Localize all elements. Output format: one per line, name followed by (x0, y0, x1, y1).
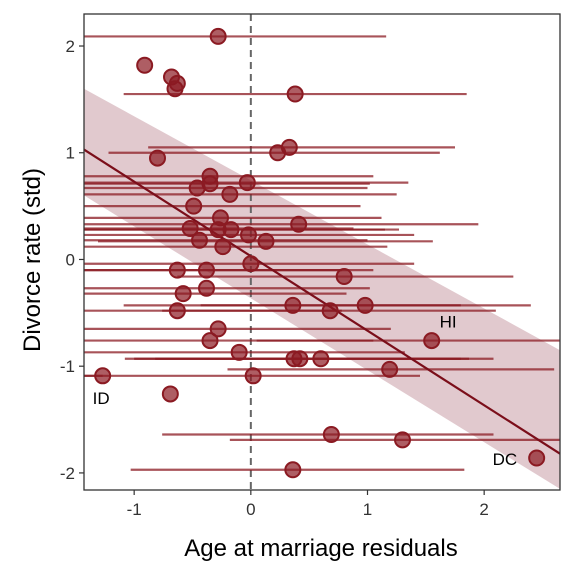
data-point-27 (335, 268, 353, 286)
data-point-25 (168, 261, 186, 279)
panel (84, 14, 560, 490)
data-point-23 (214, 238, 232, 256)
data-point-43 (94, 367, 112, 385)
panel-border (83, 13, 561, 491)
data-point-20 (240, 226, 257, 244)
data-point-0 (209, 27, 227, 45)
point-label-id: ID (93, 389, 110, 408)
data-point-42 (244, 367, 262, 385)
data-point-7 (269, 144, 287, 162)
data-point-12 (188, 179, 206, 197)
y-axis-title: Divorce rate (std) (19, 168, 46, 352)
data-point-13 (221, 185, 239, 203)
data-point-45 (322, 426, 340, 444)
data-point-26 (198, 261, 215, 279)
data-point-40 (312, 350, 330, 368)
data-point-28 (198, 279, 215, 297)
data-point-21 (191, 231, 208, 249)
data-point-4 (166, 80, 184, 98)
x-tick-label-2: 1 (363, 500, 372, 519)
regression-line (84, 148, 560, 455)
data-point-32 (321, 302, 339, 320)
data-point-8 (149, 149, 166, 167)
y-tick-label-0: -2 (60, 464, 75, 483)
data-point-24 (242, 255, 260, 273)
data-point-29 (174, 285, 192, 303)
data-point-39 (291, 350, 309, 368)
data-point-41 (381, 360, 399, 378)
data-point-44 (161, 385, 179, 403)
data-point-36 (423, 332, 441, 350)
data-point-16 (290, 215, 308, 233)
data-point-33 (168, 302, 186, 320)
data-point-17 (181, 220, 199, 238)
data-point-31 (356, 296, 374, 314)
data-point-30 (284, 296, 302, 314)
y-tick-label-4: 2 (66, 37, 75, 56)
data-point-47 (528, 449, 546, 467)
data-point-22 (257, 232, 275, 250)
x-axis-title: Age at marriage residuals (184, 535, 457, 562)
data-point-14 (185, 197, 203, 215)
data-point-34 (209, 320, 227, 338)
x-tick-label-1: 0 (246, 500, 255, 519)
data-point-35 (201, 332, 219, 350)
plot-area: ID HI DC (84, 14, 560, 490)
axes: -1 0 1 2 -2 -1 0 1 2 (60, 13, 561, 519)
y-tick-label-1: -1 (60, 357, 75, 376)
point-label-hi: HI (440, 313, 457, 332)
x-tick-label-3: 2 (479, 500, 488, 519)
y-tick-label-3: 1 (66, 144, 75, 163)
point-label-dc: DC (493, 450, 518, 469)
data-point-48 (284, 461, 302, 479)
data-point-46 (394, 431, 411, 449)
data-point-10 (238, 174, 256, 192)
data-point-37 (230, 343, 248, 361)
x-tick-label-0: -1 (127, 500, 142, 519)
data-point-5 (286, 85, 304, 103)
y-tick-label-2: 0 (66, 250, 75, 269)
data-point-1 (136, 56, 154, 74)
data-point-19 (222, 221, 240, 239)
